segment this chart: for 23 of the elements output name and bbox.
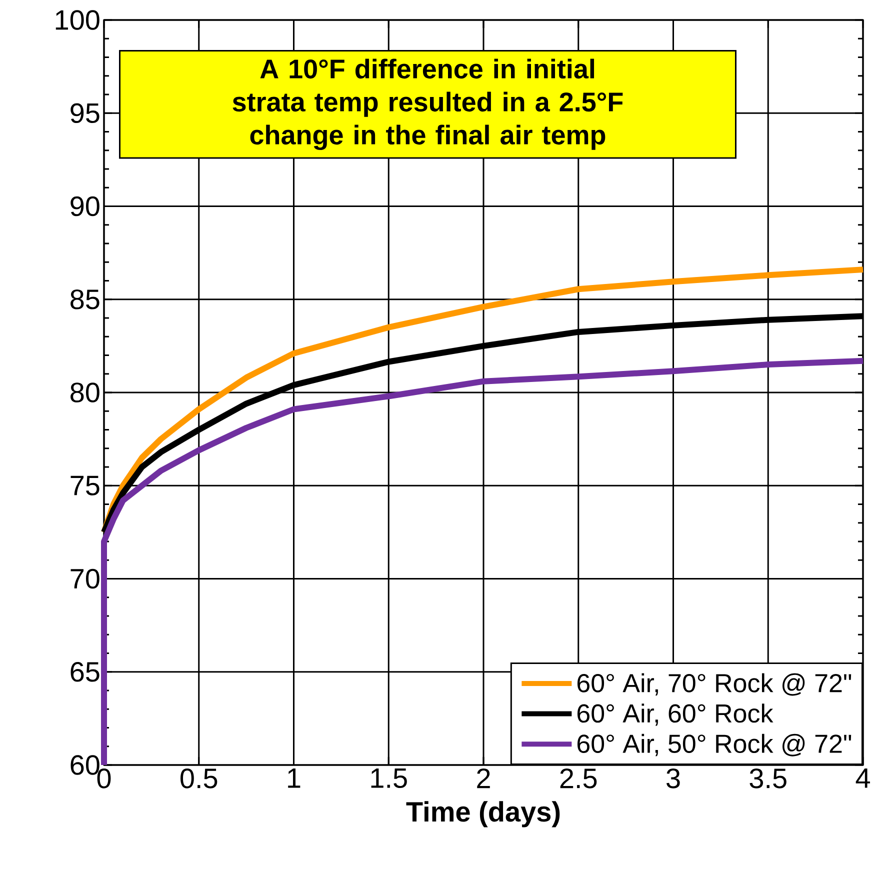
y-tick-label: 70 — [70, 568, 100, 589]
y-tick-label: 95 — [70, 103, 100, 124]
annotation: A 10°F difference in initial strata temp resulted in a 2.5°F change in the final air temp — [232, 58, 623, 150]
y-tick-label: 60 — [70, 755, 100, 775]
y-tick-label: 100 — [56, 10, 100, 30]
y-tick-label: 65 — [70, 662, 100, 682]
x-tick-label: 3 — [666, 768, 680, 788]
y-tick-label: 90 — [70, 196, 100, 216]
x-tick-label: 2 — [477, 768, 490, 788]
y-tick-label: 80 — [70, 382, 100, 402]
legend-label: 60° Air, 60° Rock — [577, 704, 774, 726]
x-tick-label: 3.5 — [750, 768, 786, 788]
x-tick-label: 0.5 — [180, 768, 218, 788]
x-tick-label: 0 — [97, 768, 111, 788]
legend-label: 60° Air, 50° Rock @ 72" — [577, 734, 852, 756]
legend-label: 60° Air, 70° Rock @ 72" — [577, 673, 852, 696]
x-tick-label: 4 — [856, 768, 870, 788]
x-tick-label: 2.5 — [560, 768, 597, 788]
x-axis-title: Time (days) — [406, 801, 560, 828]
x-tick-label: 1 — [288, 768, 300, 788]
y-tick-label: 75 — [70, 476, 100, 496]
y-tick-label: 85 — [70, 289, 100, 310]
x-tick-label: 1.5 — [371, 768, 407, 788]
